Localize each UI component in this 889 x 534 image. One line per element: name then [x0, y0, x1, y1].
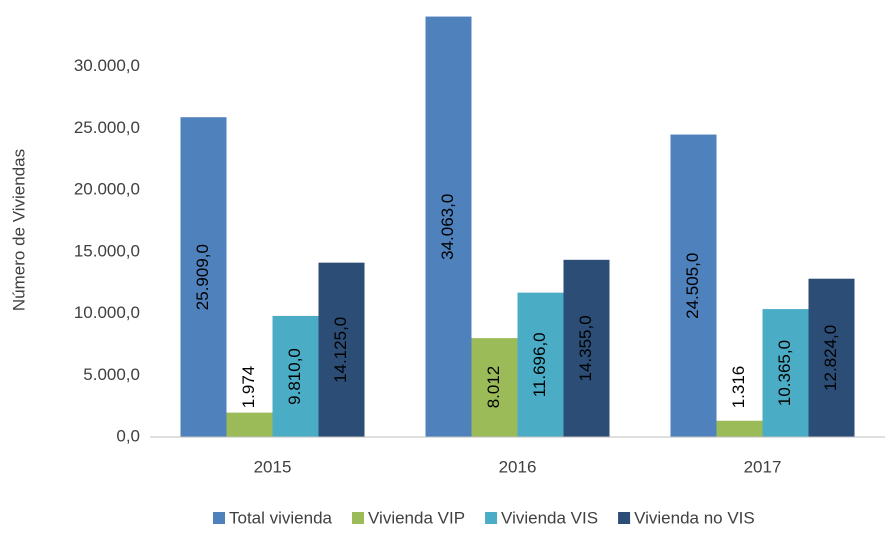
bar: [716, 420, 763, 437]
value-label: 34.063,0: [438, 194, 457, 260]
bar: [318, 262, 365, 437]
legend-label: Vivienda no VIS: [634, 508, 755, 527]
value-label: 11.696,0: [530, 332, 549, 397]
value-label: 10.365,0: [775, 340, 794, 406]
bar: [670, 134, 717, 438]
value-label: 24.505,0: [683, 253, 702, 319]
bar: [226, 412, 273, 437]
legend-swatch: [352, 512, 365, 524]
y-tick-label: 20.000,0: [74, 180, 140, 199]
bar: [517, 292, 564, 437]
bar: [272, 315, 319, 437]
bar: [425, 16, 472, 438]
y-tick-label: 15.000,0: [74, 241, 140, 260]
legend-swatch: [213, 512, 225, 524]
bar: [180, 117, 227, 437]
y-tick-label: 30.000,0: [74, 56, 140, 75]
x-tick-label: 2016: [499, 457, 537, 476]
value-label: 12.824,0: [821, 325, 840, 391]
legend-label: Total vivienda: [229, 508, 333, 527]
value-label: 14.125,0: [331, 317, 350, 383]
x-tick-label: 2017: [744, 457, 782, 476]
value-label: 8.012: [484, 366, 503, 409]
value-label: 14.355,0: [576, 315, 595, 381]
value-label: 1.316: [729, 366, 748, 409]
value-label: 1.974: [239, 366, 258, 409]
y-axis-label: Número de Viviendas: [9, 149, 28, 311]
bar: [471, 338, 518, 437]
y-tick-label: 25.000,0: [74, 118, 140, 137]
legend-swatch: [618, 512, 631, 524]
bar: [808, 278, 855, 437]
legend-label: Vivienda VIP: [368, 508, 465, 527]
bar: [563, 259, 610, 437]
y-tick-label: 10.000,0: [74, 303, 140, 322]
bar: [762, 309, 809, 437]
x-tick-label: 2015: [254, 457, 292, 476]
legend-swatch: [485, 512, 498, 524]
value-label: 25.909,0: [193, 244, 212, 310]
y-tick-label: 5.000,0: [83, 365, 140, 384]
value-label: 9.810,0: [285, 348, 304, 405]
legend-label: Vivienda VIS: [501, 508, 598, 527]
y-tick-label: 0,0: [116, 426, 140, 445]
